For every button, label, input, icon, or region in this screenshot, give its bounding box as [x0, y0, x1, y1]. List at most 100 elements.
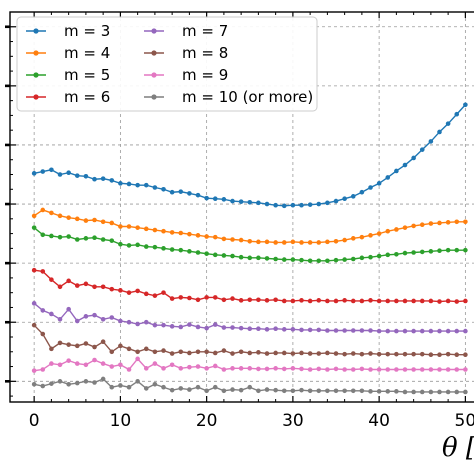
data-point — [221, 388, 227, 394]
data-point — [445, 328, 451, 334]
data-point — [49, 167, 54, 173]
data-point — [281, 388, 287, 394]
data-point — [178, 366, 184, 371]
data-point — [40, 308, 46, 313]
data-point — [161, 290, 166, 295]
data-point — [437, 248, 442, 254]
data-point — [350, 328, 356, 333]
data-point — [264, 256, 270, 261]
data-point — [152, 185, 158, 190]
data-point — [100, 339, 106, 345]
data-point — [316, 327, 322, 333]
data-point — [290, 257, 296, 262]
data-point — [135, 356, 140, 362]
data-point — [49, 277, 54, 282]
data-point — [376, 389, 382, 394]
data-point — [135, 182, 140, 188]
data-point — [281, 203, 287, 209]
data-point — [169, 247, 175, 252]
data-point — [74, 283, 80, 288]
legend-label: m = 3 — [64, 22, 110, 40]
data-point — [290, 366, 296, 371]
legend-marker — [33, 28, 39, 34]
data-point — [402, 162, 408, 168]
data-point — [445, 298, 451, 304]
data-point — [221, 297, 227, 303]
data-point — [161, 348, 166, 353]
data-point — [83, 341, 89, 346]
data-point — [40, 383, 46, 389]
data-point — [143, 182, 149, 188]
legend-label: m = 10 (or more) — [182, 88, 313, 106]
data-point — [316, 388, 322, 394]
data-point — [385, 228, 391, 234]
data-point — [299, 387, 304, 393]
legend-marker — [33, 72, 39, 78]
data-point — [57, 284, 63, 290]
data-point — [100, 376, 106, 382]
x-tick-label: 0 — [29, 411, 40, 431]
data-point — [342, 298, 347, 303]
data-point — [290, 202, 296, 208]
legend-marker — [151, 94, 157, 100]
data-point — [187, 231, 192, 237]
data-point — [100, 237, 106, 242]
data-point — [350, 256, 356, 262]
data-point — [109, 220, 115, 226]
data-point — [394, 351, 399, 357]
data-point — [350, 351, 356, 356]
data-point — [238, 254, 244, 260]
data-point — [325, 200, 330, 206]
data-point — [325, 367, 330, 372]
data-point — [152, 322, 158, 328]
data-point — [135, 379, 140, 384]
data-point — [118, 318, 123, 324]
data-point — [66, 215, 71, 220]
data-point — [437, 220, 442, 226]
data-point — [290, 327, 296, 332]
data-point — [49, 210, 54, 216]
data-point — [126, 290, 132, 295]
data-point — [316, 258, 322, 264]
data-point — [325, 328, 330, 333]
data-point — [359, 328, 365, 333]
data-point — [428, 221, 434, 226]
data-point — [92, 357, 97, 363]
data-point — [169, 362, 175, 368]
data-point — [40, 169, 46, 174]
data-point — [40, 269, 46, 274]
data-point — [212, 252, 218, 258]
data-point — [419, 351, 425, 357]
data-point — [299, 240, 304, 245]
data-point — [428, 389, 434, 395]
data-point — [350, 194, 356, 199]
data-point — [419, 389, 425, 395]
data-point — [299, 366, 304, 372]
data-point — [135, 288, 140, 294]
data-point — [264, 351, 270, 356]
data-point — [126, 224, 132, 229]
data-point — [40, 367, 46, 372]
data-point — [316, 298, 322, 303]
data-point — [57, 316, 63, 322]
data-point — [394, 227, 399, 232]
data-point — [273, 256, 278, 262]
data-point — [126, 319, 132, 325]
data-point — [299, 350, 304, 356]
data-point — [161, 322, 166, 328]
data-point — [385, 351, 391, 357]
data-point — [419, 222, 425, 228]
data-point — [419, 298, 425, 304]
data-point — [256, 326, 261, 332]
data-point — [187, 350, 192, 356]
data-point — [368, 328, 373, 333]
data-point — [195, 324, 201, 330]
data-point — [299, 298, 304, 303]
data-point — [169, 351, 175, 356]
legend-box — [16, 16, 318, 112]
data-point — [100, 284, 106, 290]
data-point — [368, 298, 373, 303]
data-point — [238, 199, 244, 204]
data-point — [161, 228, 166, 234]
data-point — [428, 328, 434, 334]
